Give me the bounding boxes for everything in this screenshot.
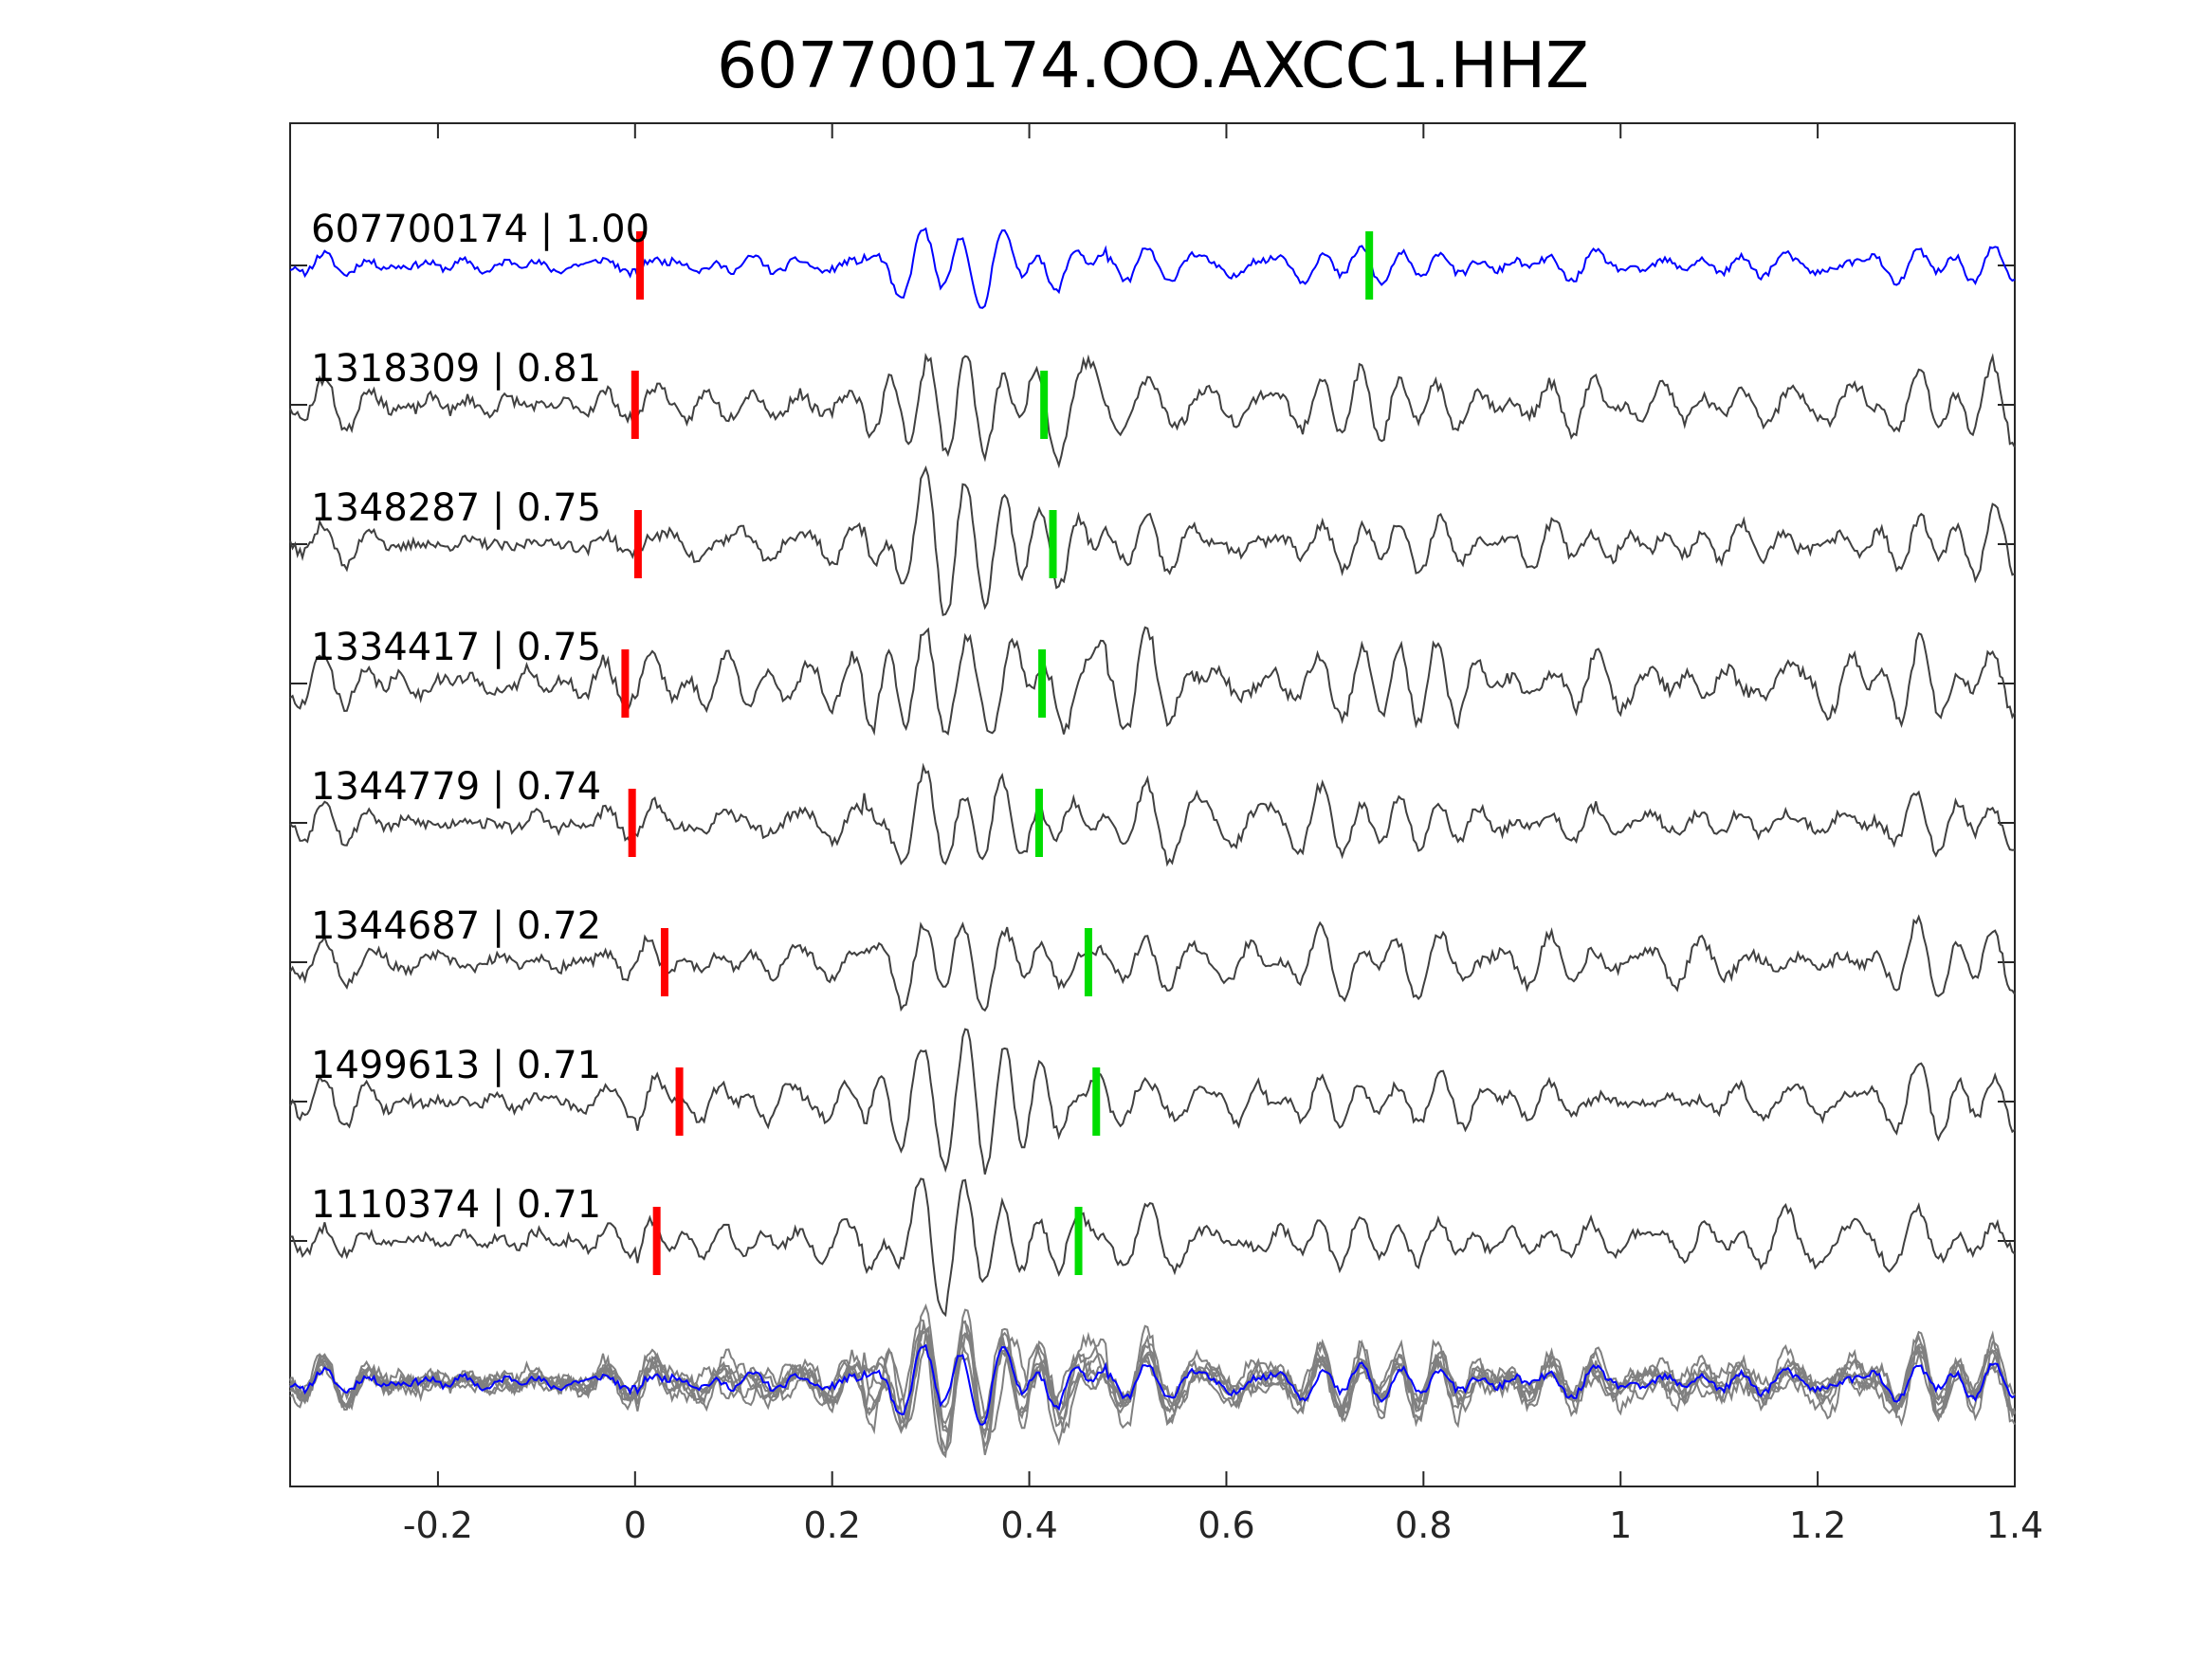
- overlay-trace-1344779: [289, 1322, 2016, 1427]
- x-tick-label: 0.4: [1000, 1504, 1057, 1546]
- trace-607700174: [289, 227, 2016, 309]
- traces: [289, 227, 2016, 1318]
- trace-1344687: [289, 914, 2016, 1012]
- overlay-trace-1334417: [289, 1324, 2016, 1435]
- overlay-trace-607700174: [289, 1343, 2016, 1426]
- overlay-stack: [289, 1303, 2016, 1459]
- trace-label-1334417: 1334417 | 0.75: [311, 626, 601, 669]
- trace-label-1344779: 1344779 | 0.74: [311, 765, 601, 809]
- trace-label-1348287: 1348287 | 0.75: [311, 486, 601, 530]
- trace-label-1499613: 1499613 | 0.71: [311, 1044, 601, 1087]
- trace-1318309: [289, 353, 2016, 469]
- x-tick-label: -0.2: [403, 1504, 473, 1546]
- picks: [621, 231, 1374, 1275]
- x-tick-label: 0.6: [1197, 1504, 1254, 1546]
- trace-1110374: [289, 1177, 2016, 1318]
- trace-1348287: [289, 465, 2016, 616]
- x-tick-label: 1: [1609, 1504, 1632, 1546]
- trace-1344779: [289, 762, 2016, 867]
- trace-labels: 607700174 | 1.00 1318309 | 0.81 1348287 | …: [311, 208, 649, 1227]
- x-tick-label: 0.2: [803, 1504, 860, 1546]
- trace-label-1318309: 1318309 | 0.81: [311, 347, 601, 391]
- chart-title: 607700174.OO.AXCC1.HHZ: [717, 28, 1589, 102]
- trace-label-1110374: 1110374 | 0.71: [311, 1183, 601, 1227]
- x-tick-label: 0.8: [1395, 1504, 1452, 1546]
- x-tick-label: 0: [624, 1504, 647, 1546]
- trace-1334417: [289, 626, 2016, 737]
- x-tick-label: 1.2: [1789, 1504, 1846, 1546]
- x-tick-label: 1.4: [1986, 1504, 2043, 1546]
- trace-label-607700174: 607700174 | 1.00: [311, 208, 649, 251]
- trace-label-1344687: 1344687 | 0.72: [311, 904, 601, 948]
- axes-box: [289, 122, 2016, 1487]
- x-axis-ticks: -0.2 0 0.2 0.4 0.6 0.8 1 1.2 1.4: [403, 123, 2043, 1546]
- trace-1499613: [289, 1028, 2016, 1175]
